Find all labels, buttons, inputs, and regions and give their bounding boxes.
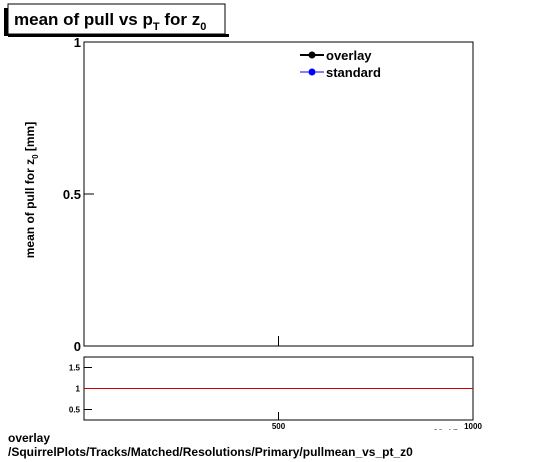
ratio-y-tick-label: 0.5: [69, 406, 81, 415]
ylabel-part: mean of pull for z: [23, 159, 37, 258]
ratio-y-tick-label: 1: [76, 385, 81, 394]
footer-line: /SquirrelPlots/Tracks/Matched/Resolution…: [8, 445, 413, 459]
title-box: [7, 3, 226, 35]
title-part: for z: [160, 10, 201, 29]
legend-marker: [308, 51, 316, 59]
ratio-x-tick-label: 1000: [464, 422, 482, 431]
ratio-x-tick-label: 500: [272, 422, 286, 431]
y-axis-label: mean of pull for z0 [mm]: [23, 122, 40, 258]
title-sub: 0: [200, 21, 206, 33]
y-tick-label: 0: [74, 339, 81, 354]
chart-title: mean of pull vs pT for z0: [14, 10, 206, 33]
title-sub: T: [153, 21, 160, 33]
legend-label: standard: [326, 65, 381, 80]
ylabel-part: [mm]: [23, 122, 37, 155]
ylabel-sub: 0: [31, 154, 40, 159]
footer-line: overlay: [8, 431, 50, 445]
legend-marker: [308, 68, 316, 76]
y-tick-label: 1: [74, 35, 81, 50]
title-shadow: [8, 34, 229, 37]
title-part: mean of pull vs p: [14, 10, 153, 29]
legend-label: overlay: [326, 48, 372, 63]
y-tick-label: 0.5: [63, 187, 81, 202]
title-shadow: [4, 8, 8, 36]
ratio-y-tick-label: 1.5: [69, 364, 81, 373]
footer-bg: [0, 430, 546, 462]
